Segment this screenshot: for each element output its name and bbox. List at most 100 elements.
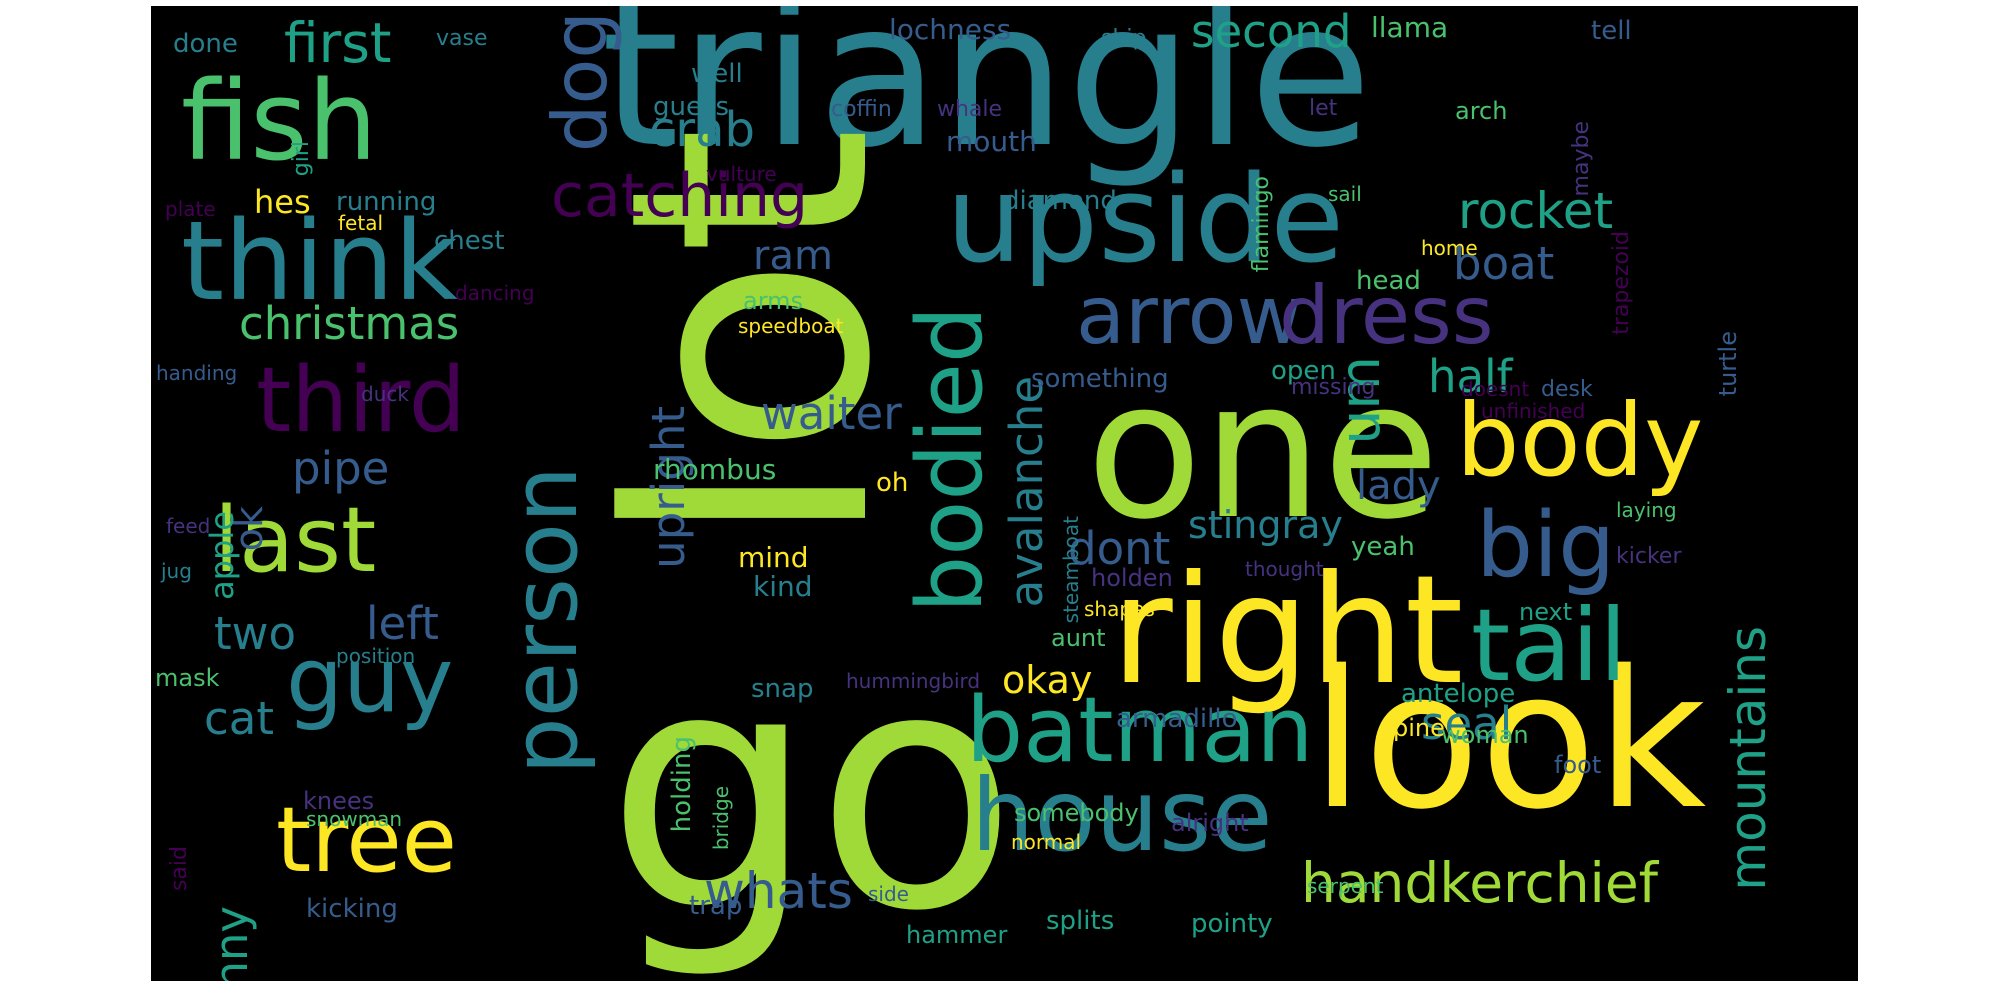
word: next	[1519, 598, 1573, 626]
word: think	[181, 197, 458, 325]
word: christmas	[239, 297, 460, 350]
word-cloud: triangle lot go one look right upside fish think…	[151, 6, 1858, 981]
word: dog	[536, 11, 624, 153]
word: duck	[361, 382, 409, 406]
word: trap	[689, 891, 743, 921]
word: dress	[1279, 269, 1494, 362]
word: running	[336, 187, 437, 217]
word: rhombus	[653, 453, 777, 486]
word: head	[1356, 266, 1421, 296]
word: whats	[704, 862, 853, 920]
word: foot	[1554, 751, 1602, 779]
word: mind	[738, 541, 809, 574]
word: splits	[1046, 906, 1115, 936]
word: plate	[165, 197, 216, 221]
word: crab	[649, 102, 756, 158]
word: mountains	[1719, 626, 1777, 891]
word: bridge	[709, 786, 733, 851]
word: tree	[276, 788, 458, 893]
word: snap	[751, 674, 814, 704]
word: armadillo	[1116, 704, 1238, 734]
word: whale	[937, 97, 1003, 122]
word: hammer	[906, 921, 1008, 949]
word: llama	[1371, 11, 1449, 44]
word: one	[1086, 340, 1440, 561]
word: pipe	[292, 442, 390, 495]
word: shapes	[1084, 597, 1155, 621]
word: woman	[1441, 721, 1529, 749]
word: feed	[166, 514, 211, 538]
word: bodied	[898, 306, 1003, 613]
word: person	[493, 466, 598, 775]
word: upright	[642, 406, 695, 569]
word: hummingbird	[846, 669, 981, 693]
word: first	[284, 11, 392, 75]
word: flamingo	[1249, 176, 1274, 273]
word: jug	[161, 559, 192, 583]
word: stingray	[1188, 503, 1343, 547]
word: steamboat	[1059, 516, 1083, 624]
word: serpent	[1307, 874, 1384, 898]
word: avalanche	[1000, 376, 1053, 608]
word: triangle	[601, 6, 1373, 192]
word: maybe	[1569, 121, 1594, 197]
word: arms	[743, 287, 804, 315]
word: chest	[434, 226, 505, 256]
word: home	[1421, 236, 1478, 260]
word: desk	[1541, 377, 1593, 402]
word: cat	[204, 692, 274, 745]
word: waiter	[761, 387, 902, 440]
word: guy	[286, 628, 454, 733]
word: knees	[303, 787, 375, 815]
word: antelope	[1401, 679, 1516, 709]
word: kind	[753, 570, 813, 603]
word: side	[868, 882, 909, 906]
word: house	[971, 757, 1273, 874]
word: said	[167, 846, 192, 892]
word: boat	[1453, 237, 1555, 290]
word: speedboat	[738, 314, 844, 338]
word: handing	[156, 361, 238, 385]
word: holding	[667, 736, 697, 833]
word: half	[1428, 350, 1513, 403]
word: left	[366, 597, 439, 650]
word: big	[1476, 493, 1616, 598]
word: um	[1328, 356, 1392, 445]
word: fish	[181, 57, 378, 185]
word: oh	[876, 468, 909, 498]
word: done	[173, 29, 238, 59]
word: okay	[1002, 658, 1093, 702]
word: kicking	[306, 894, 398, 924]
word: unfinished	[1481, 399, 1586, 423]
word: normal	[1011, 830, 1082, 854]
word: rocket	[1458, 182, 1614, 240]
word: bunny	[205, 906, 258, 981]
word: let	[1309, 96, 1338, 121]
word: look	[1311, 630, 1707, 851]
word: diamond	[1003, 186, 1117, 216]
word: ram	[753, 233, 833, 279]
word: arch	[1455, 97, 1508, 125]
word: mouth	[946, 125, 1037, 158]
word: vulture	[706, 162, 777, 186]
word: handkerchief	[1301, 851, 1659, 915]
word: batman	[966, 678, 1314, 783]
word: seal	[1421, 697, 1513, 750]
word: turtle	[1714, 331, 1742, 397]
word: doesnt	[1461, 377, 1530, 401]
word: go	[606, 599, 1018, 981]
word: lochness	[889, 13, 1012, 46]
word: tail	[1471, 587, 1628, 704]
word: yeah	[1351, 532, 1415, 562]
word: apple	[203, 511, 241, 600]
word: dont	[1068, 522, 1171, 575]
word: something	[1031, 364, 1169, 394]
word: hes	[254, 183, 311, 221]
word: laying	[1616, 498, 1677, 522]
word: open	[1271, 356, 1336, 386]
word: pine	[1393, 714, 1445, 742]
word: sail	[1328, 182, 1362, 206]
word: vase	[436, 26, 488, 51]
word: coffin	[831, 97, 892, 122]
word: upside	[946, 151, 1345, 290]
